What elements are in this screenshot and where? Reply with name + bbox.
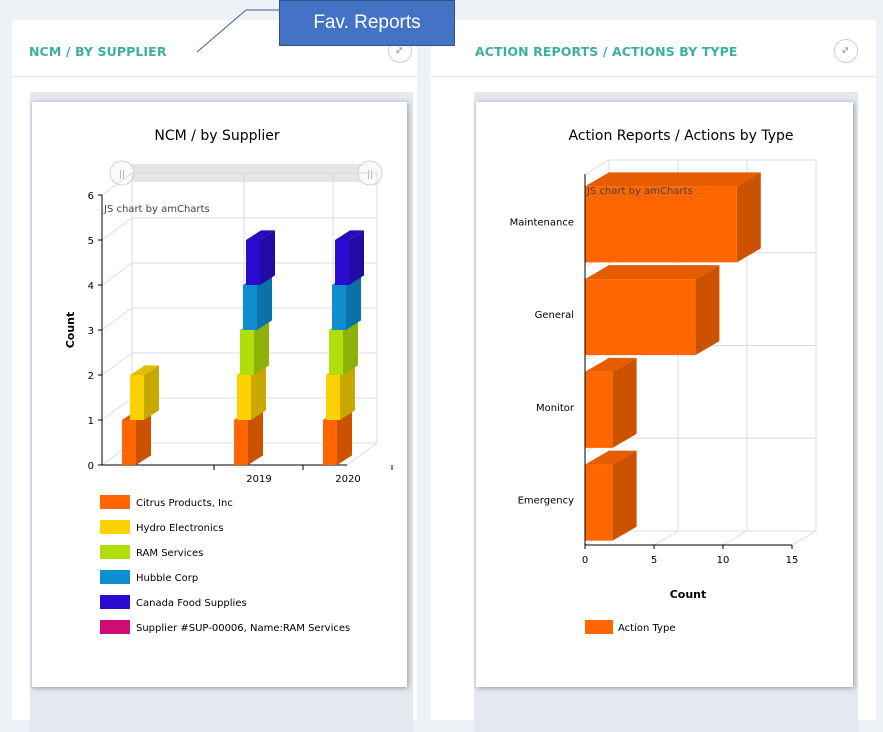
legend-swatch [100,570,130,584]
legend-item: Citrus Products, Inc [100,495,233,509]
y-tick-label: 4 [88,281,94,292]
chart-axes: Maintenance General Monitor Emergency 0 5 10 15 [510,174,799,566]
legend-swatch [100,520,130,534]
bar-segment [130,365,159,420]
legend-item: Hubble Corp [100,570,198,584]
legend-label: Canada Food Supplies [136,598,247,609]
chart-bars [585,172,761,541]
bar [585,450,637,541]
panel-header: NCM / BY SUPPLIER ↔ [12,20,417,77]
bar-segment [326,365,355,420]
chart-card: Action Reports / Actions by Type JS char… [476,102,853,687]
legend-label: Supplier #SUP-00006, Name:RAM Services [136,623,350,634]
x-axis-label: Count [670,588,707,601]
actions-by-type-panel: ACTION REPORTS / ACTIONS BY TYPE ↔ Actio… [430,20,876,732]
bar [585,357,637,448]
chart-watermark: JS chart by amCharts [103,204,210,215]
actions-chart: Action Reports / Actions by Type JS char… [510,128,817,634]
bar-segment [246,230,275,285]
y-tick-label: 1 [88,416,94,427]
legend-label: Hydro Electronics [136,523,223,534]
chart-legend: Citrus Products, Inc Hydro Electronics RAM… [100,495,350,634]
y-tick-label: Emergency [518,496,574,507]
legend-label: Citrus Products, Inc [136,498,233,509]
x-tick-label: 2020 [335,474,360,485]
chart-card: NCM / by Supplier || || 0 1 2 3 4 5 6 2019 2020 … [32,102,456,687]
y-axis-label: Count [64,312,77,349]
x-tick-label: 2019 [246,474,271,485]
bar-segment [335,230,364,285]
panel-title: NCM / BY SUPPLIER [29,44,167,59]
legend-label: Action Type [618,623,675,634]
bar [585,172,761,263]
y-tick-label: Maintenance [510,217,574,228]
chart-legend: Action Type [585,620,675,634]
chart-bars [122,230,456,465]
legend-label: RAM Services [136,548,203,559]
expand-icon[interactable]: ↔ [829,34,863,68]
y-tick-label: 5 [88,236,94,247]
chart-axes: 0 1 2 3 4 5 6 2019 2020 [88,191,393,485]
y-tick-label: General [535,310,574,321]
legend-item: Supplier #SUP-00006, Name:RAM Services [100,620,350,634]
x-tick-label: 10 [717,555,730,566]
legend-swatch [100,620,130,634]
legend-item: Canada Food Supplies [100,595,247,609]
legend-label: Hubble Corp [136,573,198,584]
ncm-by-supplier-panel: NCM / BY SUPPLIER ↔ NCM / by Supplier ||… [12,20,456,732]
chart-title: NCM / by Supplier [154,128,279,144]
y-tick-label: Monitor [536,403,575,414]
grip-icon: || [367,170,373,180]
panel-title: ACTION REPORTS / ACTIONS BY TYPE [475,44,738,59]
bar [585,265,720,356]
legend-swatch [100,545,130,559]
chart-container: Action Reports / Actions by Type JS char… [474,92,858,732]
legend-swatch [100,495,130,509]
fav-reports-button[interactable]: Fav. Reports [279,0,455,46]
legend-swatch [100,595,130,609]
panel-header: ACTION REPORTS / ACTIONS BY TYPE ↔ [430,20,876,77]
grip-icon: || [119,170,125,180]
y-tick-label: 0 [88,461,94,472]
y-tick-label: 3 [88,326,94,337]
x-tick-label: 0 [582,555,588,566]
x-tick-label: 5 [651,555,657,566]
chart-container: NCM / by Supplier || || 0 1 2 3 4 5 6 2019 2020 … [30,92,456,732]
legend-item: Hydro Electronics [100,520,223,534]
chart-title: Action Reports / Actions by Type [569,128,794,144]
y-tick-label: 2 [88,371,94,382]
legend-swatch [585,620,613,634]
x-tick-label: 15 [786,555,799,566]
chart-watermark: JS chart by amCharts [586,186,693,197]
y-tick-label: 6 [88,191,94,202]
legend-item: RAM Services [100,545,203,559]
legend-item: Action Type [585,620,675,634]
